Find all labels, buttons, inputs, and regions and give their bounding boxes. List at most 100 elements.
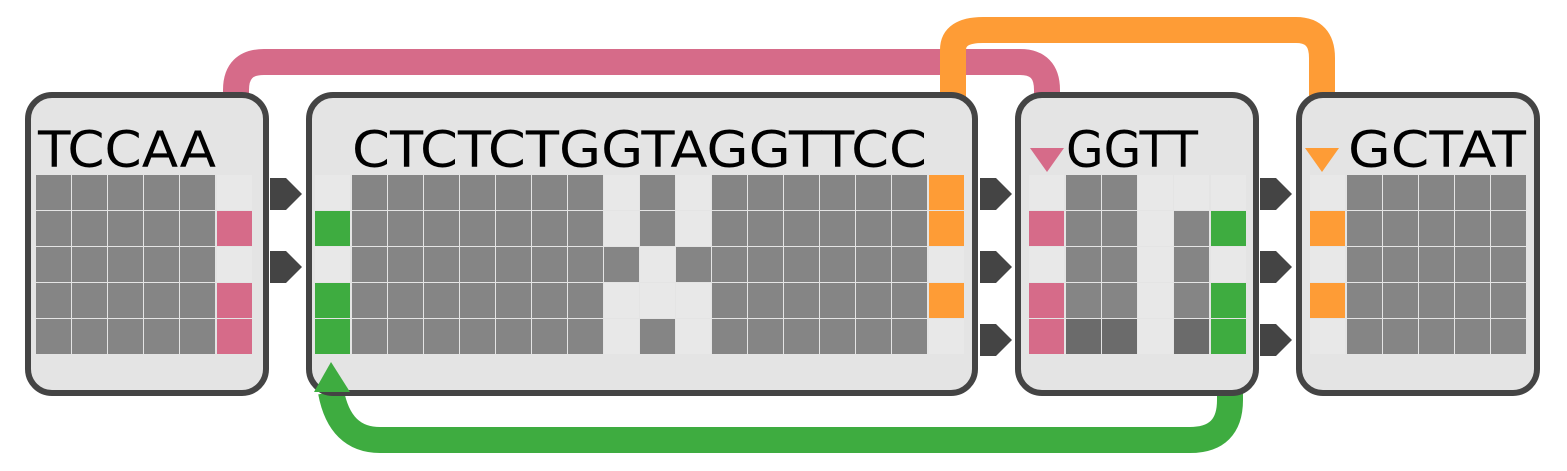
grid-cell <box>496 319 531 354</box>
grid-cell <box>36 175 71 210</box>
marker-cell <box>1310 211 1345 246</box>
sequence-label: GCTAT <box>1348 121 1526 179</box>
grid-cell <box>640 247 675 282</box>
grid-cell <box>1419 211 1454 246</box>
grid-cell <box>424 283 459 318</box>
grid-cell <box>1138 283 1173 318</box>
grid-cell <box>820 175 855 210</box>
grid-cell <box>1491 211 1526 246</box>
marker-cell <box>1310 247 1345 282</box>
grid-cell <box>36 211 71 246</box>
link-orange <box>940 17 1335 170</box>
grid-cell <box>108 283 143 318</box>
grid-cell <box>892 211 927 246</box>
grid-cell <box>1066 247 1101 282</box>
grid-cell <box>640 211 675 246</box>
marker-cell <box>1029 283 1064 318</box>
flow-arrow <box>1260 251 1292 283</box>
alignment-grid <box>352 175 927 354</box>
grid-cell <box>496 247 531 282</box>
grid-cell <box>892 247 927 282</box>
marker-cell <box>929 175 964 210</box>
grid-cell <box>1491 319 1526 354</box>
grid-cell <box>1066 175 1101 210</box>
grid-cell <box>1383 247 1418 282</box>
alignment-grid <box>1347 175 1526 354</box>
grid-cell <box>568 247 603 282</box>
grid-cell <box>1491 247 1526 282</box>
grid-cell <box>144 319 179 354</box>
grid-cell <box>496 175 531 210</box>
grid-cell <box>820 211 855 246</box>
sequence-label: CTCTCTGGTAGGTTCC <box>352 121 927 179</box>
grid-cell <box>108 247 143 282</box>
grid-cell <box>856 175 891 210</box>
grid-cell <box>36 319 71 354</box>
flow-arrow <box>980 324 1012 356</box>
grid-cell <box>1455 319 1490 354</box>
marker-strip-left <box>1029 175 1064 354</box>
marker-cell <box>1310 283 1345 318</box>
marker-cell <box>929 319 964 354</box>
grid-cell <box>1383 283 1418 318</box>
grid-cell <box>1102 211 1137 246</box>
grid-cell <box>604 247 639 282</box>
grid-cell <box>712 247 747 282</box>
panel-block-4: GCTAT <box>1296 92 1540 396</box>
grid-cell <box>1138 247 1173 282</box>
grid-cell <box>640 283 675 318</box>
grid-cell <box>856 283 891 318</box>
grid-cell <box>712 283 747 318</box>
grid-cell <box>388 211 423 246</box>
grid-cell <box>856 247 891 282</box>
grid-cell <box>568 319 603 354</box>
flow-arrow <box>980 178 1012 210</box>
grid-cell <box>1174 247 1209 282</box>
grid-cell <box>784 211 819 246</box>
grid-cell <box>496 211 531 246</box>
flow-arrow <box>1260 178 1292 210</box>
grid-cell <box>748 211 783 246</box>
marker-cell <box>1029 175 1064 210</box>
grid-cell <box>180 247 215 282</box>
grid-cell <box>532 211 567 246</box>
grid-cell <box>1419 319 1454 354</box>
grid-cell <box>352 247 387 282</box>
marker-cell <box>929 211 964 246</box>
marker-strip-left <box>1310 175 1345 354</box>
grid-cell <box>532 175 567 210</box>
grid-cell <box>72 319 107 354</box>
grid-cell <box>676 247 711 282</box>
grid-cell <box>892 175 927 210</box>
marker-cell <box>1211 283 1246 318</box>
grid-cell <box>1102 319 1137 354</box>
grid-cell <box>1491 283 1526 318</box>
marker-cell <box>1211 175 1246 210</box>
grid-cell <box>180 175 215 210</box>
grid-cell <box>712 175 747 210</box>
marker-cell <box>1310 175 1345 210</box>
grid-cell <box>1455 283 1490 318</box>
panel-block-3: GGTT <box>1015 92 1259 396</box>
marker-cell <box>315 283 350 318</box>
marker-cell <box>315 247 350 282</box>
grid-cell <box>1383 319 1418 354</box>
grid-cell <box>1066 211 1101 246</box>
marker-cell <box>929 247 964 282</box>
marker-cell <box>217 211 252 246</box>
marker-strip-right <box>217 175 252 354</box>
marker-cell <box>1310 319 1345 354</box>
grid-cell <box>144 247 179 282</box>
link-orange-arrowhead <box>1305 148 1339 172</box>
grid-cell <box>1455 211 1490 246</box>
grid-cell <box>568 283 603 318</box>
grid-cell <box>352 319 387 354</box>
marker-strip-left <box>315 175 350 354</box>
grid-cell <box>820 283 855 318</box>
grid-cell <box>1174 175 1209 210</box>
grid-cell <box>1174 319 1209 354</box>
grid-cell <box>144 175 179 210</box>
grid-cell <box>604 211 639 246</box>
grid-cell <box>1138 319 1173 354</box>
grid-cell <box>1102 175 1137 210</box>
